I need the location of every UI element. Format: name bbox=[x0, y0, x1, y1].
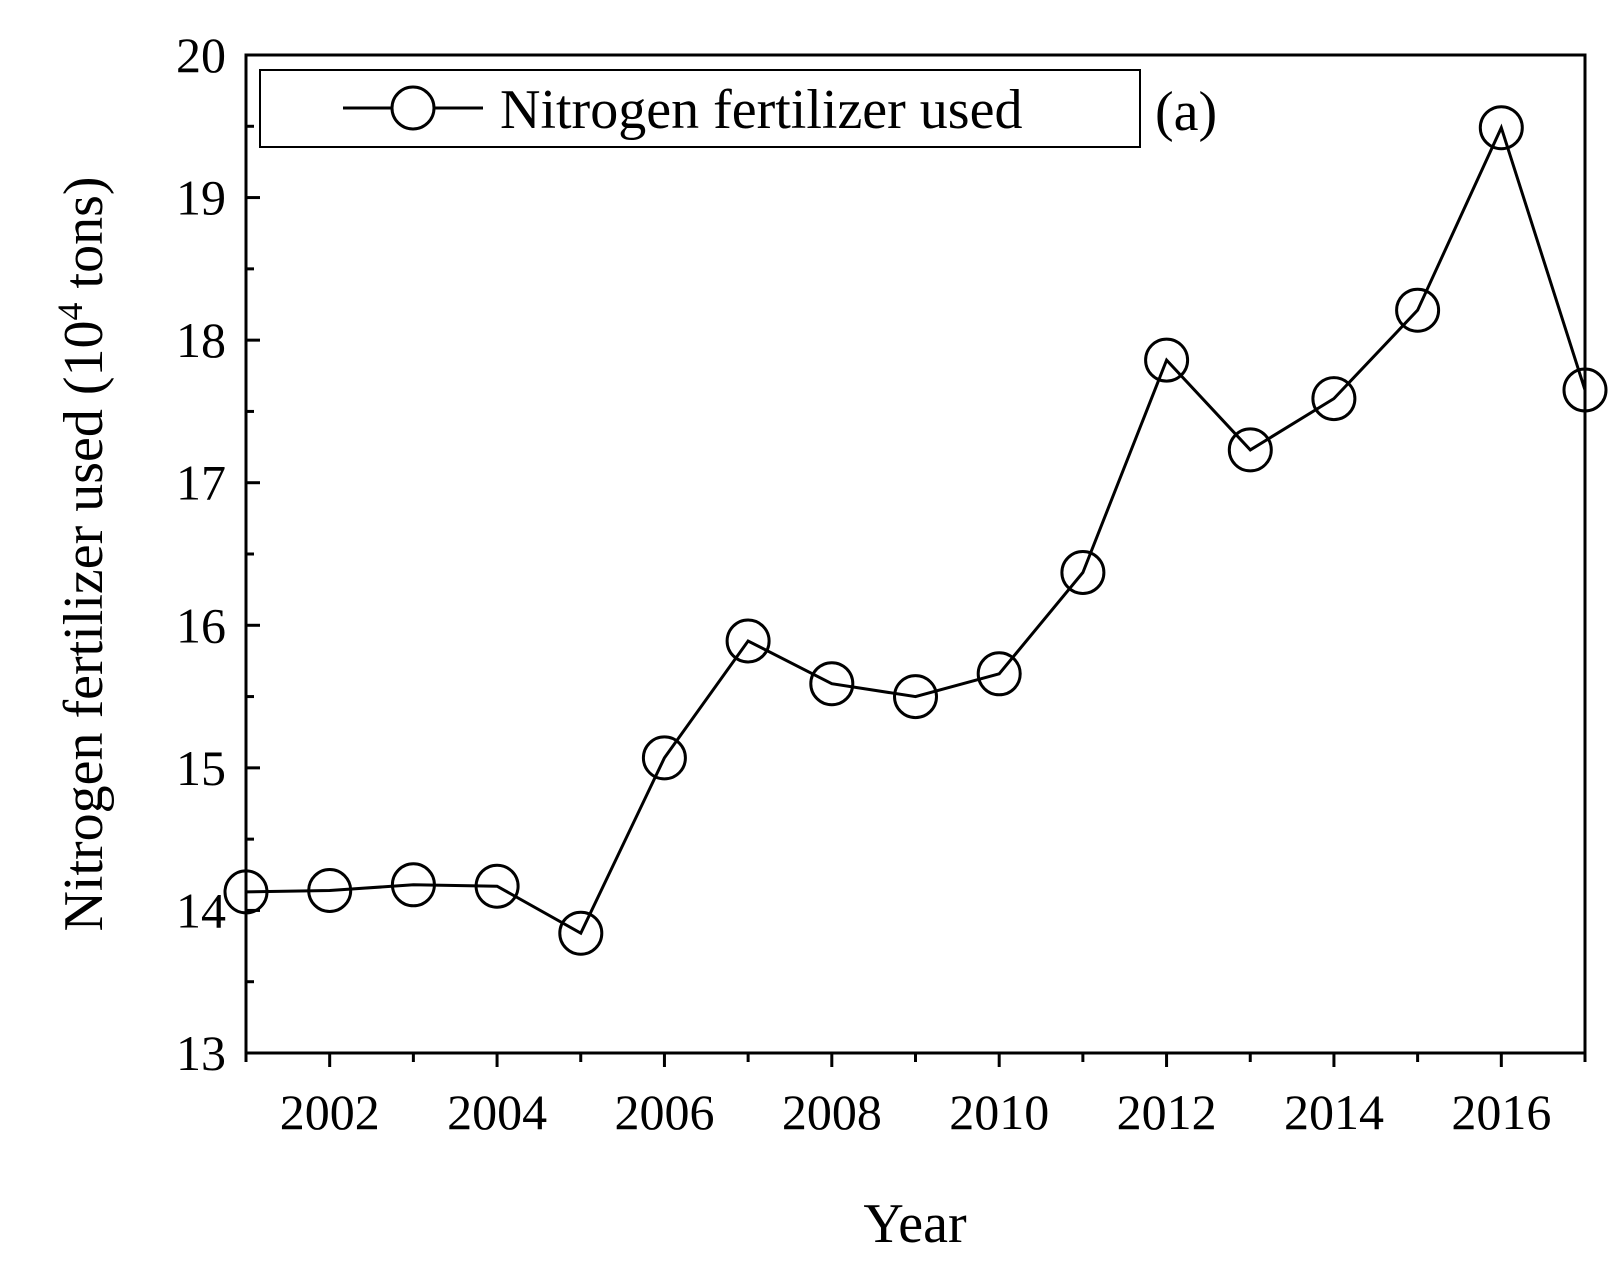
legend: Nitrogen fertilizer used bbox=[259, 69, 1141, 148]
x-tick-label: 2008 bbox=[782, 1084, 882, 1140]
plot-frame bbox=[244, 53, 1587, 1055]
series-markers bbox=[223, 105, 1608, 956]
y-tick-label: 15 bbox=[176, 740, 226, 796]
x-axis-ticks: 2002 2004 2006 2008 2010 2012 2014 2016 bbox=[244, 1053, 1587, 1140]
y-axis-title-main: Nitrogen fertilizer used (10 bbox=[53, 320, 115, 931]
y-tick-label: 18 bbox=[176, 312, 226, 368]
data-point-2008 bbox=[809, 661, 855, 707]
y-tick-label: 19 bbox=[176, 170, 226, 226]
data-point-2016 bbox=[1478, 105, 1524, 151]
x-tick-label: 2004 bbox=[447, 1084, 547, 1140]
legend-box bbox=[259, 69, 1141, 148]
data-point-2002 bbox=[307, 868, 353, 913]
data-point-2013 bbox=[1227, 427, 1273, 473]
data-point-2004 bbox=[474, 863, 520, 909]
data-point-2001 bbox=[223, 869, 269, 915]
legend-label: Nitrogen fertilizer used bbox=[500, 79, 1022, 141]
data-point-2006 bbox=[641, 735, 687, 781]
data-point-2014 bbox=[1311, 376, 1357, 422]
data-point-2010 bbox=[976, 651, 1022, 697]
x-tick-label: 2006 bbox=[614, 1084, 714, 1140]
x-tick-label: 2016 bbox=[1451, 1084, 1551, 1140]
y-tick-label: 16 bbox=[176, 597, 226, 653]
data-point-2011 bbox=[1060, 550, 1106, 595]
y-axis-title-superscript: 4 bbox=[50, 302, 90, 320]
y-tick-label: 14 bbox=[176, 882, 226, 938]
x-tick-label: 2014 bbox=[1284, 1084, 1384, 1140]
data-point-2005 bbox=[558, 910, 604, 956]
x-axis-title: Year bbox=[863, 1193, 967, 1255]
y-axis-title-tail: tons) bbox=[53, 176, 115, 302]
legend-marker bbox=[390, 85, 436, 131]
x-tick-label: 2010 bbox=[949, 1084, 1049, 1140]
y-tick-label: 20 bbox=[176, 27, 226, 83]
data-point-2009 bbox=[893, 674, 938, 720]
x-tick-label: 2002 bbox=[280, 1084, 380, 1140]
data-point-2007 bbox=[725, 618, 771, 664]
y-axis-title: Nitrogen fertilizer used (104 tons) bbox=[50, 176, 115, 931]
y-tick-label: 17 bbox=[176, 455, 226, 511]
y-tick-label: 13 bbox=[176, 1025, 226, 1081]
data-point-2012 bbox=[1144, 337, 1190, 383]
panel-label: (a) bbox=[1155, 81, 1217, 143]
data-point-2017 bbox=[1562, 367, 1608, 413]
series-line bbox=[245, 123, 1587, 936]
data-point-2015 bbox=[1395, 287, 1441, 333]
data-point-2003 bbox=[390, 862, 436, 908]
x-tick-label: 2012 bbox=[1117, 1084, 1217, 1140]
